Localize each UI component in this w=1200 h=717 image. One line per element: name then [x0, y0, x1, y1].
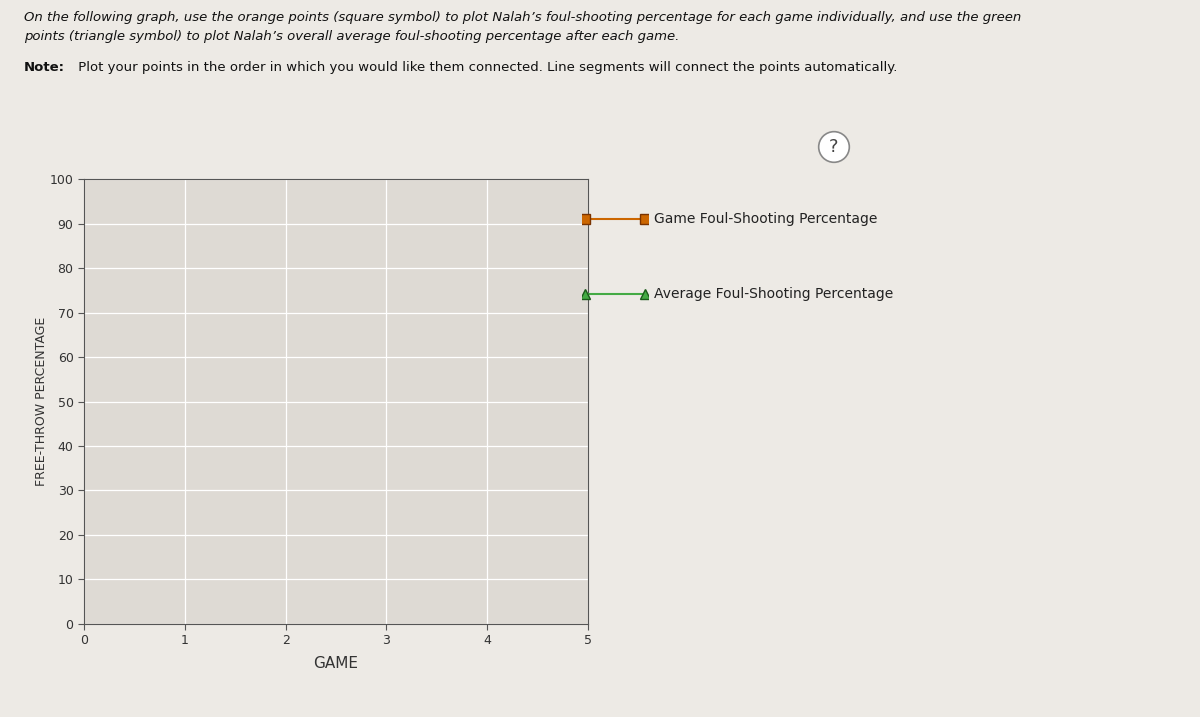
Y-axis label: FREE-THROW PERCENTAGE: FREE-THROW PERCENTAGE: [35, 317, 48, 486]
Text: points (triangle symbol) to plot Nalah’s overall average foul-shooting percentag: points (triangle symbol) to plot Nalah’s…: [24, 30, 679, 43]
Text: Average Foul-Shooting Percentage: Average Foul-Shooting Percentage: [654, 287, 893, 301]
Text: Game Foul-Shooting Percentage: Game Foul-Shooting Percentage: [654, 212, 877, 226]
Text: ?: ?: [829, 138, 839, 156]
Text: Plot your points in the order in which you would like them connected. Line segme: Plot your points in the order in which y…: [74, 61, 898, 74]
X-axis label: GAME: GAME: [313, 655, 359, 670]
Text: On the following graph, use the orange points (square symbol) to plot Nalah’s fo: On the following graph, use the orange p…: [24, 11, 1021, 24]
Text: Note:: Note:: [24, 61, 65, 74]
